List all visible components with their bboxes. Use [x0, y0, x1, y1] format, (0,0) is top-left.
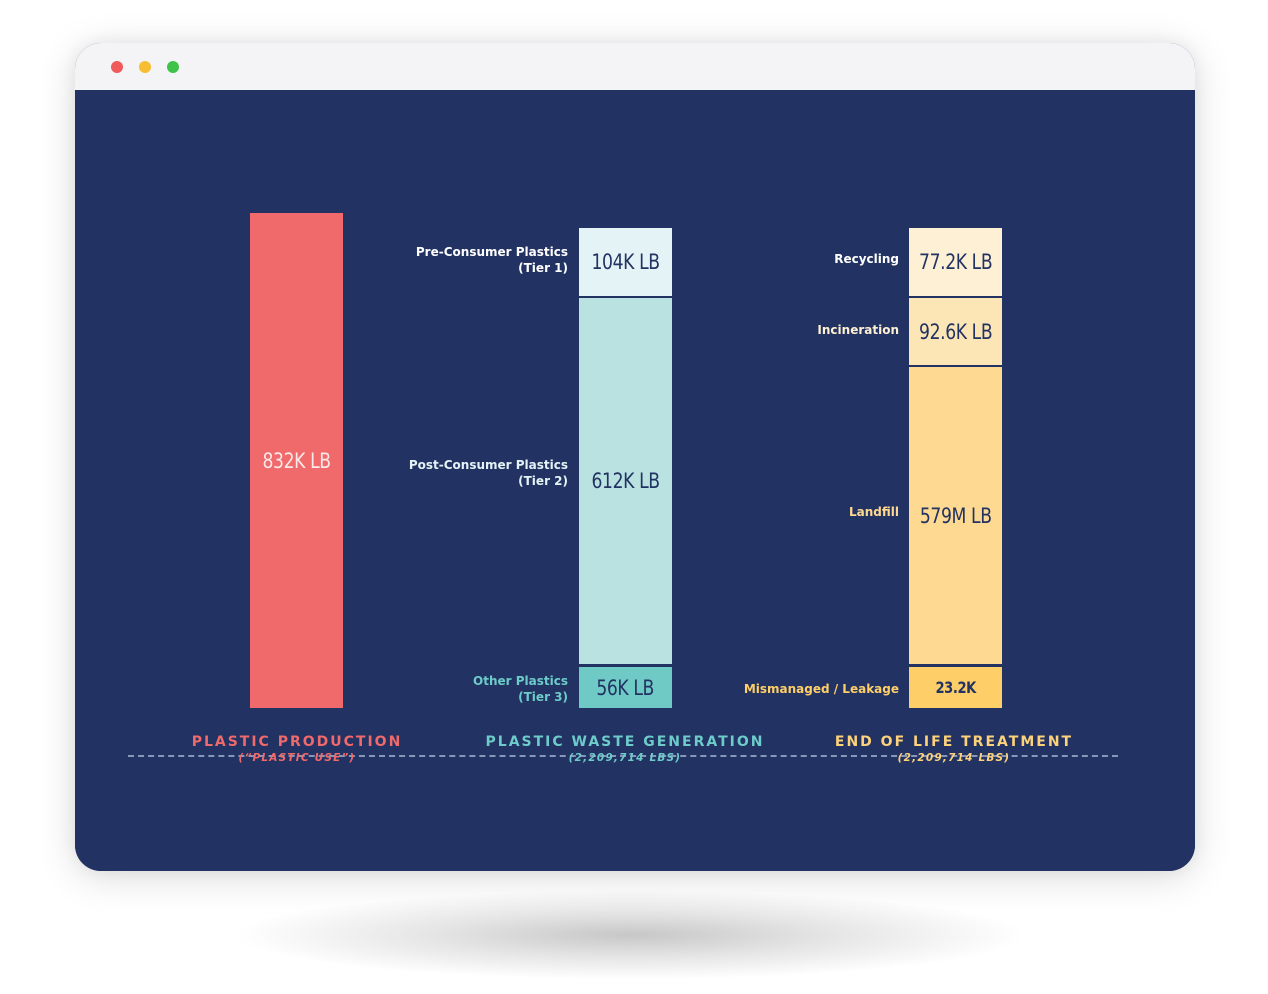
column-subtitle-end-of-life: (2,209,714 LBS)	[897, 752, 1011, 764]
window-titlebar	[75, 43, 1195, 90]
bar-segment-pre-consumer: 104K LB	[579, 228, 672, 296]
window-drop-shadow	[230, 890, 1030, 980]
bar-value-label: 612K LB	[591, 469, 660, 493]
segment-label-post-consumer: Post-Consumer Plastics (Tier 2)	[409, 457, 568, 489]
column-title-production: PLASTIC PRODUCTION	[191, 734, 403, 750]
segment-label-recycling: Recycling	[834, 251, 899, 267]
bar-plastic-production: 832K LB	[250, 213, 343, 708]
segment-label-line: (Tier 2)	[518, 474, 568, 488]
column-title-waste-generation: PLASTIC WASTE GENERATION	[485, 734, 765, 750]
bar-value-label: 56K LB	[596, 675, 655, 700]
close-window-dot-icon[interactable]	[111, 61, 123, 73]
column-title-end-of-life: END OF LIFE TREATMENT	[834, 734, 1074, 750]
bar-value-label: 104K LB	[591, 250, 660, 274]
bar-value-label: 92.6K LB	[918, 319, 993, 344]
minimize-window-dot-icon[interactable]	[139, 61, 151, 73]
bar-segment-recycling: 77.2K LB	[909, 228, 1002, 296]
baseline-dashed-line	[128, 755, 1118, 757]
segment-label-line: Mismanaged / Leakage	[743, 682, 899, 696]
bar-value-label: 77.2K LB	[918, 250, 993, 274]
segment-label-line: Post-Consumer Plastics	[408, 458, 568, 472]
bar-segment-landfill: 579M LB	[909, 367, 1002, 664]
segment-label-pre-consumer: Pre-Consumer Plastics (Tier 1)	[416, 244, 568, 276]
segment-label-line: Recycling	[834, 252, 899, 266]
segment-label-line: Pre-Consumer Plastics	[415, 245, 568, 259]
segment-label-line: Other Plastics	[473, 674, 568, 688]
bar-value-label: 23.2K	[935, 678, 976, 697]
chart-canvas: 832K LB 104K LB 612K LB 56K LB Pre-Consu…	[75, 90, 1195, 871]
bar-value-label: 579M LB	[919, 503, 992, 528]
segment-label-landfill: Landfill	[849, 504, 899, 520]
browser-window: 832K LB 104K LB 612K LB 56K LB Pre-Consu…	[75, 43, 1195, 871]
segment-label-line: Incineration	[817, 323, 899, 337]
segment-label-line: (Tier 1)	[518, 261, 568, 275]
bar-segment-post-consumer: 612K LB	[579, 298, 672, 664]
column-subtitle-production: (“PLASTIC USE”)	[238, 752, 356, 764]
segment-label-line: (Tier 3)	[518, 690, 568, 704]
segment-label-line: Landfill	[849, 505, 899, 519]
bar-segment-incineration: 92.6K LB	[909, 298, 1002, 365]
bar-segment-other-plastics: 56K LB	[579, 667, 672, 708]
maximize-window-dot-icon[interactable]	[167, 61, 179, 73]
bar-value-label: 832K LB	[262, 448, 331, 473]
segment-label-incineration: Incineration	[817, 322, 899, 338]
segment-label-leakage: Mismanaged / Leakage	[744, 681, 899, 697]
segment-label-other-plastics: Other Plastics (Tier 3)	[473, 673, 568, 705]
bar-segment-leakage: 23.2K	[909, 667, 1002, 708]
column-subtitle-waste-generation: (2,209,714 LBS)	[568, 752, 682, 764]
